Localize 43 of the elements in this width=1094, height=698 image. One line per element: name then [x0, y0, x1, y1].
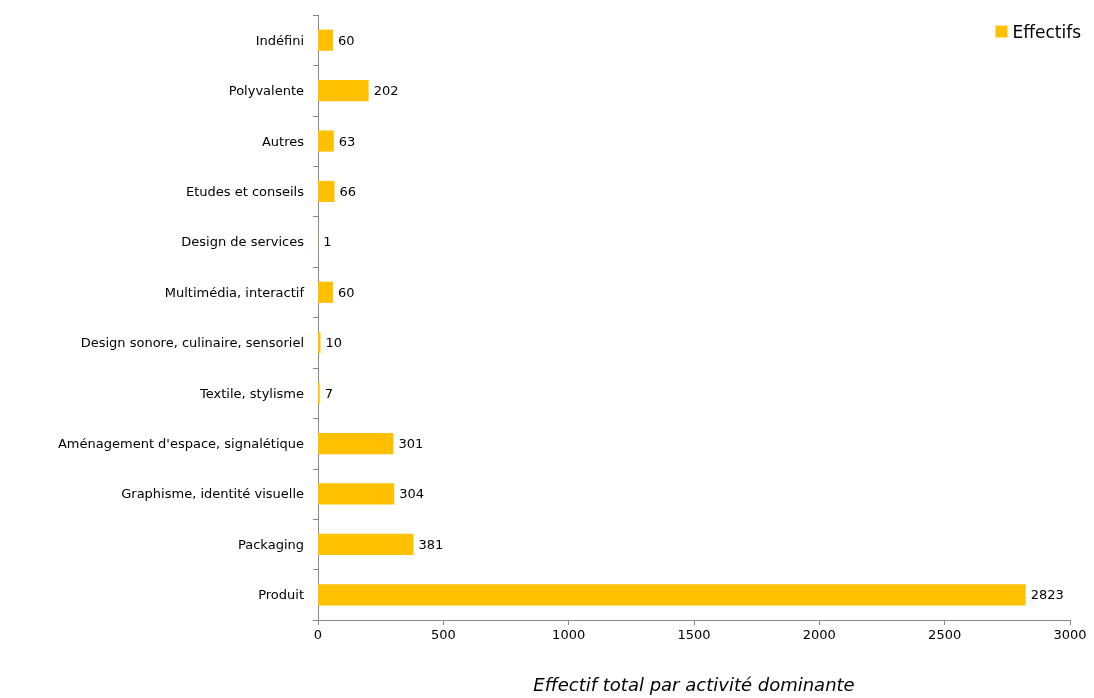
x-tick-label: 1500: [677, 627, 711, 642]
y-tick-label: Autres: [261, 133, 305, 149]
data-label: 10: [325, 335, 343, 351]
y-tick-label: Design de services: [181, 234, 305, 250]
bar: [318, 80, 369, 102]
y-tick-label: Design sonore, culinaire, sensoriel: [80, 335, 304, 351]
x-tick-label: 3000: [1053, 627, 1087, 642]
y-tick-label: Graphisme, identité visuelle: [121, 486, 304, 502]
y-tick-label: Textile, stylisme: [199, 385, 304, 401]
data-label: 60: [338, 32, 355, 48]
data-label: 2823: [1030, 587, 1064, 603]
data-label: 304: [399, 486, 425, 502]
data-label: 202: [373, 83, 399, 99]
bar: [318, 432, 394, 455]
x-tick-label: 0: [313, 627, 323, 642]
bar: [318, 130, 334, 152]
legend-label: Effectifs: [1012, 21, 1082, 42]
y-tick-label: Indéfini: [255, 32, 304, 48]
data-label: 381: [418, 536, 444, 552]
y-tick-label: Packaging: [238, 536, 304, 552]
x-tick-label: 1000: [552, 627, 586, 642]
x-tick-label: 500: [430, 627, 456, 642]
bar: [318, 483, 395, 505]
data-label: 66: [339, 183, 357, 199]
y-tick-label: Produit: [258, 587, 304, 603]
x-tick-label: 2500: [928, 627, 962, 642]
data-label: 63: [338, 133, 356, 149]
bar: [318, 584, 1026, 606]
bar: [318, 332, 321, 354]
x-tick-label: 2000: [802, 627, 836, 642]
y-tick-label: Aménagement d'espace, signalétique: [57, 436, 304, 452]
bar: [318, 281, 334, 303]
data-label: 60: [338, 284, 355, 300]
y-tick-label: Polyvalente: [228, 83, 304, 99]
bar: [318, 533, 414, 555]
x-axis-title: Effectif total par activité dominante: [533, 673, 855, 695]
data-label: 1: [323, 234, 332, 250]
y-tick-label: Etudes et conseils: [185, 183, 305, 199]
bar: [318, 180, 335, 203]
data-label: 301: [398, 436, 424, 452]
y-tick-label: Multimédia, interactif: [164, 284, 305, 300]
data-label: 7: [324, 385, 334, 401]
bar: [318, 29, 334, 51]
